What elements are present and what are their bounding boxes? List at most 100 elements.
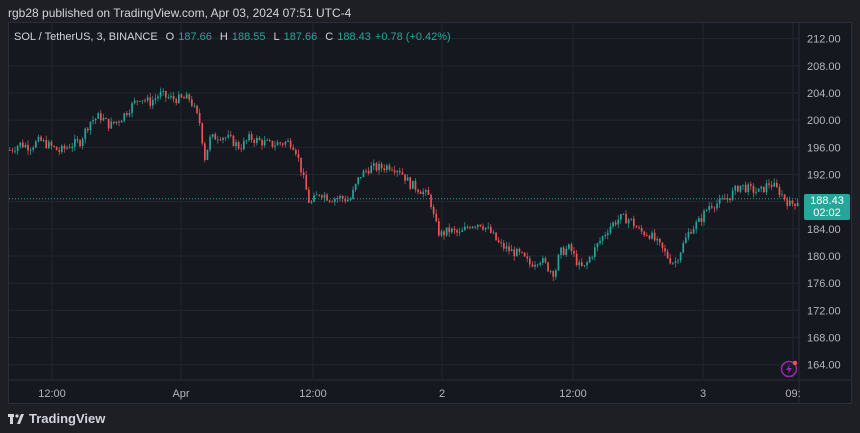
candle-body <box>245 140 248 142</box>
candle-body <box>430 194 432 207</box>
candle-body <box>152 100 154 106</box>
candle-body <box>409 177 412 189</box>
chart-legend: SOL / TetherUS, 3, BINANCE O 187.66 H 188.… <box>14 31 451 43</box>
candle-body <box>734 185 737 191</box>
candle-body <box>321 195 323 198</box>
candle-body <box>477 224 479 227</box>
candle-body <box>599 240 601 244</box>
candle-body <box>555 270 557 277</box>
candle-body <box>113 121 115 124</box>
candle-body <box>180 94 183 98</box>
candle-body <box>432 206 435 214</box>
candle-body <box>204 143 206 160</box>
candle-body <box>386 165 388 170</box>
candle-body <box>412 180 414 189</box>
candle-body <box>742 184 744 186</box>
candle-body <box>53 145 55 147</box>
candle-body <box>263 140 266 146</box>
candle-body <box>48 141 50 149</box>
candle-body <box>448 227 451 233</box>
candle-body <box>154 98 157 101</box>
legend-change: +0.78 (+0.42%) <box>374 31 451 43</box>
candle-body <box>588 257 591 263</box>
candle-body <box>339 196 341 199</box>
candle-body <box>315 194 318 196</box>
candle-body <box>9 150 11 151</box>
candle-body <box>497 240 500 243</box>
candle-body <box>609 226 612 233</box>
candle-body <box>131 103 133 114</box>
candle-body <box>659 238 661 243</box>
candle-body <box>128 113 131 116</box>
candle-body <box>378 163 380 171</box>
legend-symbol[interactable]: SOL / TetherUS, 3, BINANCE <box>14 31 158 43</box>
candle-body <box>505 246 508 249</box>
candle-body <box>737 185 739 192</box>
candle-body <box>487 226 490 228</box>
candle-body <box>167 97 170 99</box>
candle-body <box>516 248 518 257</box>
price-tick-label: 168.00 <box>807 333 841 345</box>
candle-body <box>287 140 289 142</box>
candle-body <box>274 145 276 147</box>
candle-body <box>22 142 24 148</box>
candle-body <box>750 184 752 186</box>
candle-body <box>243 140 245 150</box>
candle-body <box>456 230 458 233</box>
candle-body <box>313 195 315 202</box>
candle-body <box>271 140 274 147</box>
candle-body <box>63 145 66 149</box>
candle-body <box>484 227 487 230</box>
candle-body <box>178 94 180 104</box>
price-tick-label: 208.00 <box>807 61 841 73</box>
candle-body <box>42 140 45 141</box>
candle-body <box>232 135 235 147</box>
candle-body <box>373 163 375 166</box>
footer-brand[interactable]: TradingView <box>8 411 105 426</box>
candle-body <box>549 271 552 272</box>
candle-body <box>536 264 539 266</box>
candle-body <box>92 120 94 122</box>
candle-body <box>778 187 781 196</box>
candle-body <box>776 182 778 188</box>
candle-body <box>235 142 237 147</box>
candle-body <box>664 248 666 252</box>
candle-body <box>765 183 768 193</box>
price-tick-label: 200.00 <box>807 115 841 127</box>
candle-body <box>614 222 617 225</box>
candle-body <box>136 100 139 102</box>
candle-body <box>640 228 643 232</box>
candle-body <box>594 247 596 257</box>
time-axis: 12:00 Apr 12:00 2 12:00 3 09: <box>38 388 800 400</box>
time-tick-label: 3 <box>700 388 706 400</box>
candle-body <box>300 157 302 173</box>
candle-body <box>334 198 336 202</box>
candle-body <box>495 232 497 241</box>
candle-body <box>711 206 713 208</box>
candle-body <box>248 134 250 141</box>
candle-body <box>586 262 588 266</box>
candle-body <box>526 256 529 259</box>
candle-body <box>523 252 526 257</box>
candle-body <box>318 194 321 196</box>
chart-frame[interactable] <box>8 22 852 404</box>
candle-body <box>656 238 659 241</box>
candle-body <box>625 213 627 224</box>
candle-body <box>726 198 729 200</box>
candle-body <box>630 218 633 220</box>
candle-body <box>227 134 230 138</box>
flash-icon[interactable] <box>780 360 798 378</box>
candle-body <box>289 140 292 148</box>
candle-body <box>783 194 786 200</box>
candle-body <box>474 226 477 228</box>
candle-body <box>185 94 188 99</box>
legend-low: 187.66 <box>283 31 318 43</box>
candle-body <box>110 121 113 129</box>
candle-body <box>45 140 48 149</box>
candle-body <box>201 123 204 144</box>
candle-body <box>581 262 583 266</box>
candle-body <box>401 172 404 175</box>
candle-body <box>87 128 89 131</box>
candle-body <box>575 253 578 266</box>
